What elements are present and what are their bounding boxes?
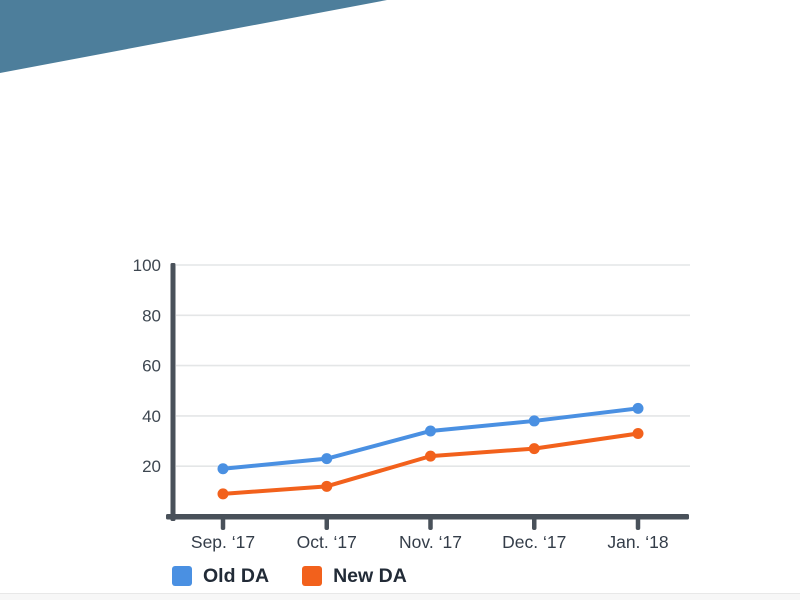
y-tick-label: 60 xyxy=(142,357,161,376)
y-tick-label: 20 xyxy=(142,457,161,476)
legend-swatch-old-da xyxy=(172,566,192,586)
data-point-old-da xyxy=(321,453,333,465)
x-tick-mark xyxy=(324,517,329,530)
x-tick-label: Nov. ‘17 xyxy=(399,532,462,552)
y-tick-label: 40 xyxy=(142,407,161,426)
data-point-old-da xyxy=(425,425,436,437)
data-point-new-da xyxy=(425,450,436,462)
y-tick-label: 100 xyxy=(133,256,161,275)
data-point-old-da xyxy=(528,415,540,427)
y-tick-label: 80 xyxy=(142,306,161,325)
footer-strip xyxy=(0,593,800,600)
data-point-new-da xyxy=(632,428,644,440)
y-axis-line xyxy=(170,263,176,521)
x-tick-mark xyxy=(635,517,641,530)
chart-legend: Old DA New DA xyxy=(172,566,407,586)
legend-label-old-da: Old DA xyxy=(203,565,270,587)
x-axis-line xyxy=(166,514,689,520)
x-tick-mark xyxy=(532,517,537,530)
x-tick-mark xyxy=(220,517,226,530)
data-point-old-da xyxy=(632,402,644,414)
legend-item-new-da: New DA xyxy=(302,566,407,586)
x-tick-mark xyxy=(428,517,433,530)
x-tick-label: Oct. ‘17 xyxy=(297,532,357,552)
x-tick-label: Dec. ‘17 xyxy=(502,532,566,552)
data-point-old-da xyxy=(217,463,229,475)
legend-label-new-da: New DA xyxy=(333,565,407,587)
data-point-new-da xyxy=(217,488,229,500)
legend-swatch-new-da xyxy=(302,566,323,586)
legend-item-old-da: Old DA xyxy=(172,566,269,586)
x-tick-label: Sep. ‘17 xyxy=(191,532,255,552)
data-point-new-da xyxy=(528,443,540,455)
data-point-new-da xyxy=(321,480,333,492)
x-tick-label: Jan. ‘18 xyxy=(607,532,668,552)
